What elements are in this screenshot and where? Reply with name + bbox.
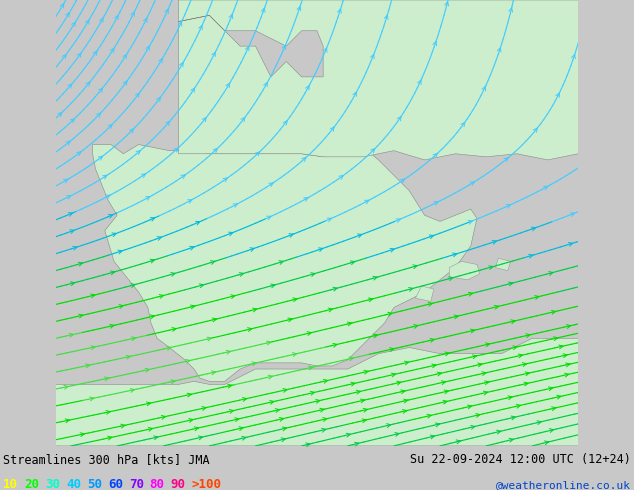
Polygon shape (179, 0, 578, 160)
Polygon shape (450, 261, 480, 280)
Text: 30: 30 (45, 478, 60, 490)
Text: Su 22-09-2024 12:00 UTC (12+24): Su 22-09-2024 12:00 UTC (12+24) (410, 453, 631, 466)
Text: 70: 70 (129, 478, 144, 490)
Text: 10: 10 (3, 478, 18, 490)
Polygon shape (495, 258, 511, 270)
Text: @weatheronline.co.uk: @weatheronline.co.uk (496, 480, 631, 490)
Text: 50: 50 (87, 478, 102, 490)
Text: 20: 20 (24, 478, 39, 490)
Polygon shape (93, 138, 477, 381)
Text: 40: 40 (66, 478, 81, 490)
Text: >100: >100 (191, 478, 221, 490)
Text: 90: 90 (171, 478, 186, 490)
Text: 60: 60 (108, 478, 123, 490)
Polygon shape (56, 338, 578, 446)
Text: 80: 80 (150, 478, 165, 490)
Polygon shape (415, 286, 434, 301)
Text: Streamlines 300 hPa [kts] JMA: Streamlines 300 hPa [kts] JMA (3, 453, 210, 466)
